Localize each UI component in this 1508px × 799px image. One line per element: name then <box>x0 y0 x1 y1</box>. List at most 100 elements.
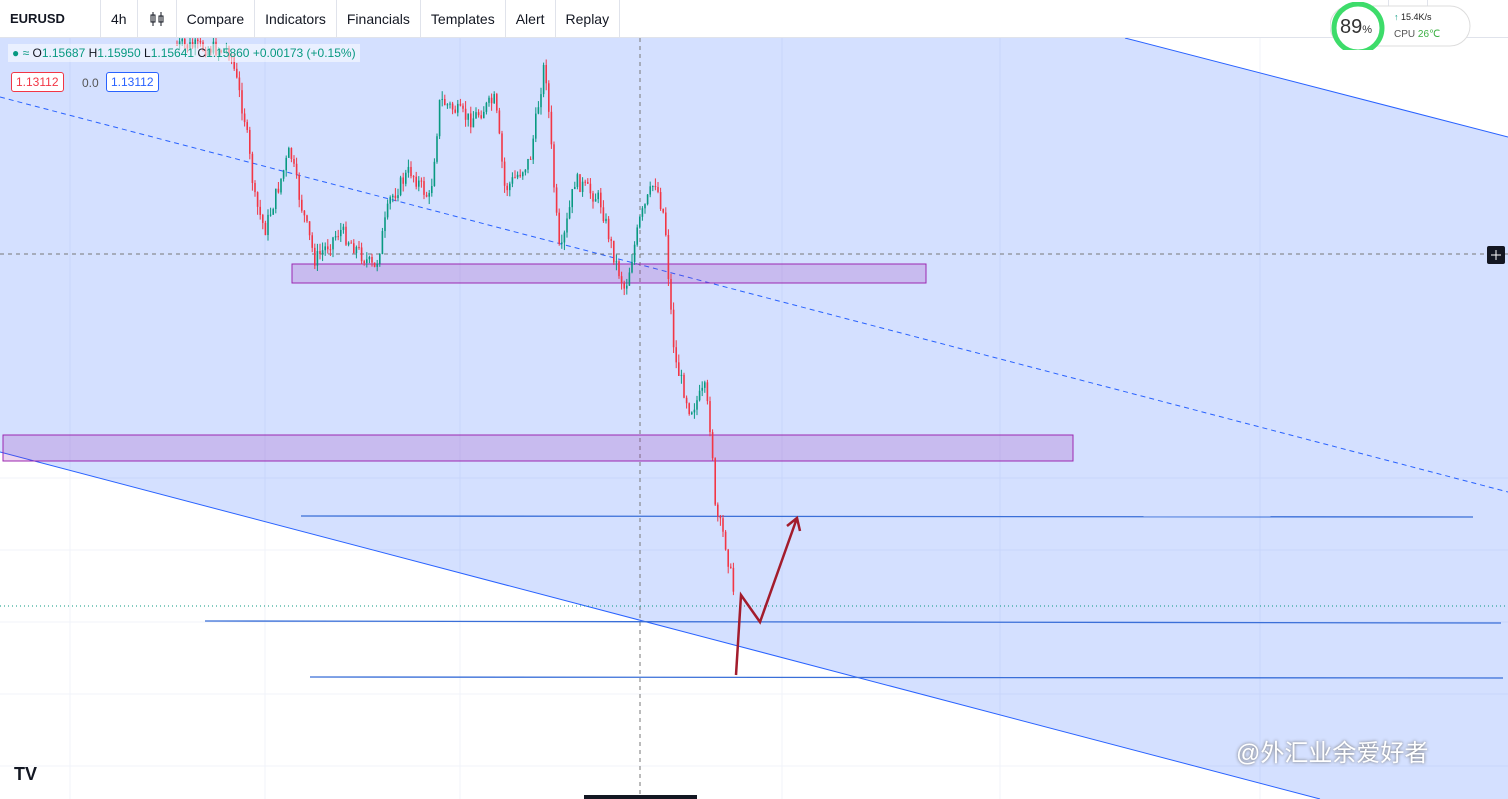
candle-body <box>275 188 277 210</box>
candle-body <box>243 113 246 123</box>
candle-body <box>355 246 358 254</box>
candle-body <box>178 41 181 46</box>
monitor: 89% ↑ 15.4K/s CPU 26℃ <box>1330 2 1474 50</box>
toolbar-button[interactable]: Compare <box>177 0 256 37</box>
bid[interactable]: 1.13112 <box>11 72 64 92</box>
candle-body <box>631 261 633 273</box>
candle-body <box>490 97 493 104</box>
candle-body <box>316 251 319 266</box>
candle-body <box>256 192 259 207</box>
interval[interactable]: 4h <box>101 0 138 37</box>
candle-body <box>464 108 467 120</box>
candle-body <box>701 387 703 391</box>
logo[interactable]: TV <box>14 764 37 784</box>
candle-body <box>264 222 267 236</box>
candle-body <box>568 207 571 219</box>
candle-body <box>727 549 729 567</box>
candle-body <box>420 180 423 182</box>
candle-body <box>670 279 672 310</box>
candle-body <box>342 226 345 231</box>
candle-body <box>506 185 508 191</box>
channel-mid[interactable] <box>0 96 1508 493</box>
candle-body <box>618 261 620 277</box>
candle-body <box>730 566 732 568</box>
candle-body <box>353 243 355 254</box>
candle-body <box>410 166 412 177</box>
candle-body <box>233 57 235 69</box>
candle-body <box>537 107 540 114</box>
candle-body <box>576 174 579 187</box>
toolbar-button[interactable]: Alert <box>506 0 556 37</box>
arrow[interactable] <box>734 515 802 676</box>
candle-body <box>449 103 451 105</box>
h-line[interactable] <box>204 620 1502 624</box>
candle-body <box>493 94 495 104</box>
chart-style[interactable] <box>138 0 177 37</box>
h-line[interactable] <box>300 515 1474 518</box>
chart-area[interactable]: TV <box>0 38 1508 799</box>
candle-body <box>626 285 628 289</box>
candle-body <box>259 206 261 215</box>
candle-body <box>303 210 306 216</box>
candle-body <box>314 247 316 266</box>
candle-body <box>280 178 282 193</box>
candle-body <box>477 112 480 116</box>
plus <box>1491 250 1501 260</box>
candle-body <box>581 181 584 192</box>
ohlc-label: H <box>88 46 98 60</box>
h-line[interactable] <box>309 676 1504 679</box>
channel-top[interactable] <box>1124 38 1508 138</box>
candle-body <box>236 68 238 78</box>
speed: 15.4K/s <box>1401 12 1432 22</box>
candle-body <box>696 400 698 410</box>
candle-body <box>639 216 641 228</box>
toolbar-button[interactable]: Replay <box>556 0 621 37</box>
candle-body <box>607 218 610 240</box>
candle-body <box>194 39 196 48</box>
zone[interactable] <box>2 434 1074 462</box>
toolbar-button[interactable]: Templates <box>421 0 506 37</box>
candle-body <box>641 208 644 217</box>
candle-body <box>371 256 373 263</box>
candle-body <box>397 195 399 199</box>
candle-body <box>272 209 274 215</box>
candle-body <box>360 247 363 262</box>
candle-body <box>522 172 524 177</box>
candle-body <box>685 397 688 404</box>
candle-body <box>475 112 477 119</box>
percent: 89 <box>1340 16 1363 38</box>
candle-body <box>550 111 553 145</box>
candle-body <box>480 115 482 119</box>
candle-body <box>501 133 503 162</box>
candle-body <box>600 192 602 208</box>
candle-body <box>594 199 597 202</box>
symbol[interactable]: EURUSD <box>0 0 101 37</box>
candle-body <box>402 177 404 184</box>
candle-body <box>428 193 430 197</box>
zone[interactable] <box>291 263 927 284</box>
channel-bottom[interactable] <box>0 451 1321 799</box>
ask[interactable]: 1.13112 <box>106 72 159 92</box>
candle-body <box>615 261 618 263</box>
candle-body <box>431 186 433 194</box>
candle-body <box>709 401 711 433</box>
candle-body <box>241 90 243 114</box>
candle-body <box>433 161 436 187</box>
candle-body <box>470 113 472 128</box>
candle-body <box>384 217 386 232</box>
legend: ● ≈ O1.15687 H1.15950 L1.15641 C1.15860 … <box>8 44 360 62</box>
candle-body <box>358 246 360 248</box>
change: +0.00173 (+0.15%) <box>252 46 356 60</box>
candle-body <box>623 283 625 289</box>
candle-body <box>181 38 183 42</box>
candle-body <box>306 215 308 222</box>
toolbar-button[interactable]: Financials <box>337 0 421 37</box>
candle-body <box>524 169 527 173</box>
spread: 0.0 <box>82 76 99 90</box>
candle-body <box>597 192 599 200</box>
candle-body <box>704 382 706 388</box>
candle-body <box>540 94 542 108</box>
candle-body <box>327 246 329 250</box>
toolbar-button[interactable]: Indicators <box>255 0 337 37</box>
